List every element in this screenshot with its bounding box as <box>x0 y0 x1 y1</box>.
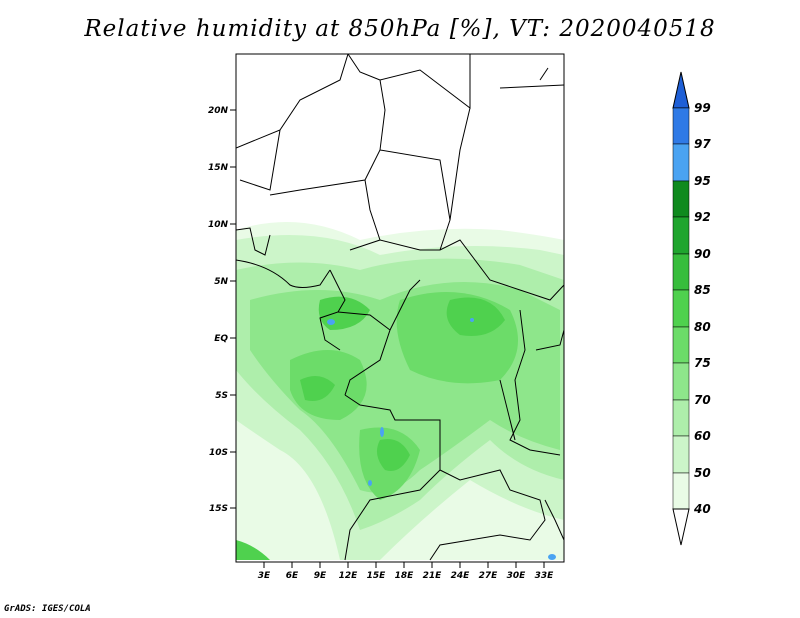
colorbar-swatch-60-70 <box>672 399 690 437</box>
lon-label-3e: 3E <box>258 571 271 581</box>
map-frame <box>235 53 565 563</box>
colorbar-swatch-75-80 <box>672 326 690 364</box>
colorbar-swatch-80-85 <box>672 289 690 328</box>
lat-label-5s: 5S <box>215 391 228 401</box>
lon-label-12e: 12E <box>339 571 359 581</box>
lon-label-24e: 24E <box>451 571 471 581</box>
colorbar-label-90: 90 <box>694 247 711 261</box>
colorbar-label-40: 40 <box>693 502 711 516</box>
lat-label-eq: EQ <box>214 334 228 344</box>
lon-label-30e: 30E <box>507 571 527 581</box>
colorbar-swatch-50-60 <box>672 435 690 474</box>
colorbar-swatch-92-95 <box>672 180 690 218</box>
lon-label-15e: 15E <box>367 571 387 581</box>
country-borders <box>236 54 564 561</box>
longitude-axis: 3E 6E 9E 12E 15E 18E 21E 24E 27E 30E 33E <box>258 562 554 581</box>
humidity-field <box>236 54 564 562</box>
lat-label-10n: 10N <box>208 220 229 230</box>
lon-label-18e: 18E <box>395 571 415 581</box>
colorbar-label-85: 85 <box>694 283 711 297</box>
grads-credit: GrADS: IGES/COLA <box>4 604 91 614</box>
lon-label-33e: 33E <box>535 571 555 581</box>
lat-label-5n: 5N <box>214 277 228 287</box>
colorbar-swatch-85-90 <box>672 253 690 291</box>
colorbar-label-75: 75 <box>694 356 711 370</box>
colorbar-label-80: 80 <box>694 320 711 334</box>
colorbar-label-70: 70 <box>694 393 711 407</box>
colorbar-swatch-97-99 <box>672 107 690 145</box>
colorbar-label-97: 97 <box>694 137 711 151</box>
lat-label-20n: 20N <box>208 106 229 116</box>
lon-label-27e: 27E <box>479 571 499 581</box>
map-title: Relative humidity at 850hPa [%], VT: 202… <box>84 16 716 42</box>
lat-label-15s: 15S <box>209 504 228 514</box>
colorbar-top-arrow <box>672 71 690 109</box>
colorbar: 99 97 95 92 90 85 80 75 70 60 50 40 <box>672 71 711 546</box>
colorbar-swatch-90-92 <box>672 216 690 255</box>
colorbar-label-60: 60 <box>694 429 711 443</box>
colorbar-swatch-40-50 <box>672 472 690 510</box>
colorbar-label-92: 92 <box>694 210 711 224</box>
lon-label-9e: 9E <box>314 571 327 581</box>
colorbar-label-95: 95 <box>694 174 711 188</box>
colorbar-label-99: 99 <box>694 101 711 115</box>
colorbar-swatch-70-75 <box>672 362 690 401</box>
colorbar-swatch-95-97 <box>672 143 690 182</box>
colorbar-bottom-arrow <box>672 508 690 546</box>
lat-label-10s: 10S <box>209 448 228 458</box>
latitude-axis: 20N 15N 10N 5N EQ 5S 10S 15S <box>208 106 236 514</box>
colorbar-label-50: 50 <box>694 466 711 480</box>
lon-label-21e: 21E <box>423 571 443 581</box>
lon-label-6e: 6E <box>286 571 299 581</box>
lat-label-15n: 15N <box>208 163 229 173</box>
